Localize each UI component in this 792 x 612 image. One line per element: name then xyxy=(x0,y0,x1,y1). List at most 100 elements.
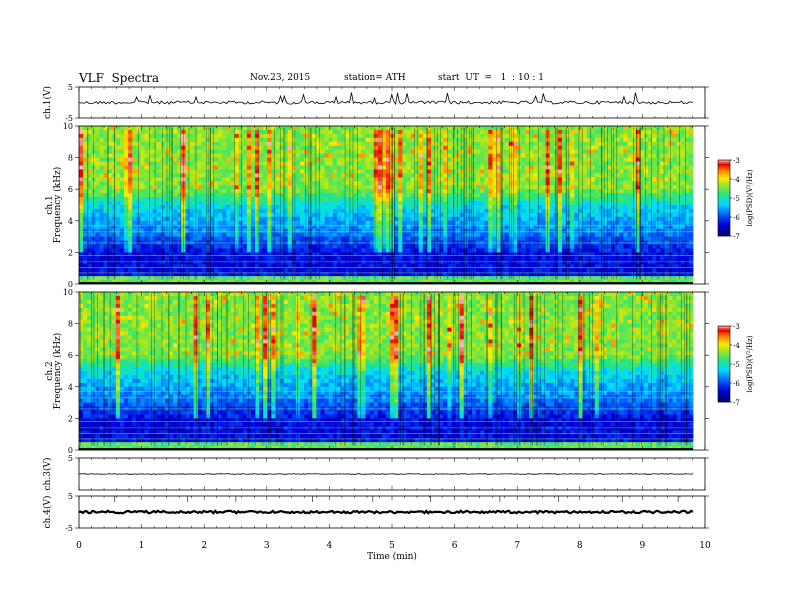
spectrogram-cell xyxy=(320,208,325,214)
spectrogram-cell xyxy=(537,228,542,234)
spectrogram-cell xyxy=(255,137,260,143)
spectrogram-cell xyxy=(107,216,113,222)
spectrogram-cell xyxy=(295,197,301,202)
spectrogram-cell xyxy=(271,149,276,155)
spectrogram-cell xyxy=(300,169,305,174)
spectrogram-cell xyxy=(414,272,420,277)
spectrogram-cell xyxy=(238,181,244,186)
spectrogram-cell xyxy=(361,256,366,261)
spectrogram-cell xyxy=(234,141,240,147)
spectrogram-cell xyxy=(140,272,145,277)
spectrogram-cell xyxy=(529,268,534,273)
spectrogram-cell xyxy=(263,268,268,273)
spectrogram-cell xyxy=(549,177,555,182)
spectrogram-cell xyxy=(541,177,547,182)
spectrogram-cell xyxy=(169,133,174,139)
spectrogram-cell xyxy=(320,224,325,230)
spectrogram-cell xyxy=(312,224,317,230)
spectrogram-cell xyxy=(500,272,506,277)
spectrogram-cell xyxy=(275,153,280,158)
spectrogram-cell xyxy=(189,212,195,218)
spectrogram-cell xyxy=(234,129,240,135)
spectrogram-cell xyxy=(549,260,555,265)
spectrogram-cell xyxy=(521,165,526,170)
spectrogram-cell xyxy=(226,205,231,210)
spectrogram-cell xyxy=(353,185,358,190)
spectrogram-cell xyxy=(132,165,137,170)
spectrogram-cell xyxy=(263,260,268,265)
spectrogram-cell xyxy=(431,232,436,237)
spectrogram-cell xyxy=(562,153,567,158)
spectrogram-cell xyxy=(279,244,285,249)
spectrogram-cell xyxy=(328,169,334,174)
spectrogram-cell xyxy=(209,256,215,261)
spectrogram-cell xyxy=(545,216,551,222)
spectrogram-cell xyxy=(570,126,575,131)
spectrogram-cell xyxy=(422,264,428,269)
spectrogram-cell xyxy=(365,126,371,131)
spectrogram-cell xyxy=(529,177,534,182)
spectrogram-cell xyxy=(390,232,395,237)
spectrogram-cell xyxy=(533,189,538,194)
spectrogram-cell xyxy=(185,268,190,273)
spectrogram-cell xyxy=(377,256,383,261)
spectrogram-cell xyxy=(312,244,317,249)
spectrogram-cell xyxy=(467,256,473,261)
spectrogram-cell xyxy=(377,244,383,249)
spectrogram-cell xyxy=(283,205,289,210)
spectrogram-cell xyxy=(115,248,121,253)
spectrogram-cell xyxy=(570,216,575,222)
spectrogram-cell xyxy=(328,272,334,277)
spectrogram-cell xyxy=(99,260,104,265)
spectrogram-cell xyxy=(234,169,240,174)
spectrogram-cell xyxy=(480,185,485,190)
spectrogram-cell xyxy=(107,212,113,218)
spectrogram-cell xyxy=(484,220,489,226)
spectrogram-cell xyxy=(394,165,399,170)
spectrogram-cell xyxy=(107,232,113,237)
spectrogram-cell xyxy=(205,228,211,234)
spectrogram-cell xyxy=(480,157,485,162)
spectrogram-cell xyxy=(79,193,84,198)
spectrogram-cell xyxy=(242,161,248,166)
spectrogram-cell xyxy=(160,220,166,226)
spectrogram-cell xyxy=(255,145,260,151)
spectrogram-cell xyxy=(177,173,182,178)
spectrogram-cell xyxy=(79,216,84,222)
spectrogram-cell xyxy=(148,216,154,222)
spectrogram-cell xyxy=(148,137,154,143)
spectrogram-cell xyxy=(357,137,362,143)
spectrogram-cell xyxy=(377,208,383,214)
spectrogram-cell xyxy=(377,212,383,218)
spectrogram-cell xyxy=(144,220,149,226)
spectrogram-cell xyxy=(537,244,542,249)
spectrogram-cell xyxy=(87,268,92,273)
spectrogram-cell xyxy=(557,248,563,253)
spectrogram-cell xyxy=(119,185,125,190)
spectrogram-cell xyxy=(570,212,575,218)
spectrogram-cell xyxy=(132,185,137,190)
spectrogram-cell xyxy=(83,181,88,186)
spectrogram-cell xyxy=(173,201,178,206)
spectrogram-cell xyxy=(160,232,166,237)
spectrogram-cell xyxy=(459,197,465,202)
spectrogram-cell xyxy=(189,224,195,230)
spectrogram-cell xyxy=(525,145,530,151)
spectrogram-cell xyxy=(197,129,203,135)
spectrogram-cell xyxy=(312,173,317,178)
spectrogram-cell xyxy=(238,260,244,265)
spectrogram-cell xyxy=(467,141,473,147)
spectrogram-cell xyxy=(443,216,448,222)
spectrogram-cell xyxy=(488,165,493,170)
spectrogram-cell xyxy=(275,272,280,277)
spectrogram-cell xyxy=(209,129,215,135)
spectrogram-cell xyxy=(209,252,215,257)
spectrogram-cell xyxy=(242,185,248,190)
spectrogram-cell xyxy=(373,252,379,257)
spectrogram-cell xyxy=(271,181,276,186)
spectrogram-cell xyxy=(300,149,305,155)
spectrogram-cell xyxy=(447,212,452,218)
spectrogram-cell xyxy=(476,165,481,170)
spectrogram-cell xyxy=(95,252,100,257)
spectrogram-cell xyxy=(201,133,207,139)
